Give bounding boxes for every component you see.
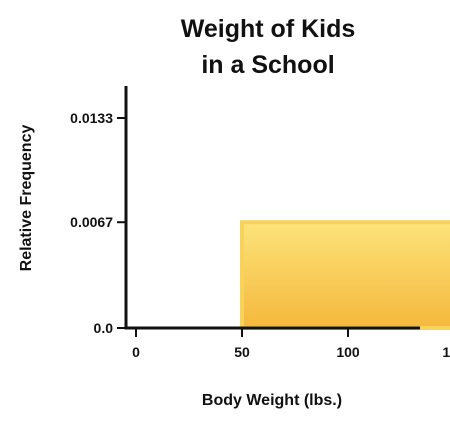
chart-title-line-2: in a School — [201, 51, 334, 79]
x-axis-title: Body Weight (lbs.) — [202, 392, 342, 409]
x-tick-label: 100 — [336, 344, 360, 360]
chart-title-line-1: Weight of Kids — [181, 15, 356, 43]
x-tick-label: 150 — [442, 344, 450, 360]
bars-layer — [240, 220, 450, 330]
y-axis-title: Relative Frequency — [18, 125, 35, 272]
y-tick-label: 0.0 — [94, 320, 114, 336]
y-tick-label: 0.0133 — [70, 110, 113, 126]
axes-layer — [124, 86, 420, 330]
x-tick-label: 0 — [132, 344, 140, 360]
histogram-bar-0 — [240, 220, 450, 330]
x-tick-label: 50 — [234, 344, 250, 360]
y-tick-label: 0.0067 — [70, 214, 113, 230]
